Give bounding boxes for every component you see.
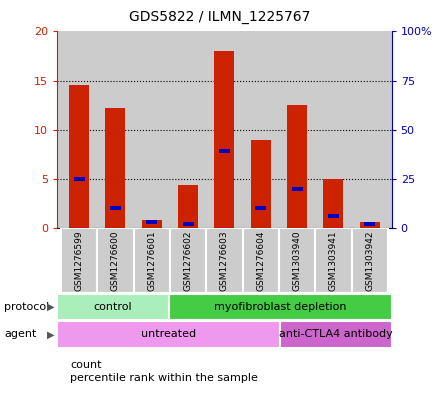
Bar (328, 214, 339, 218)
Bar (206, 228, 242, 293)
Bar (219, 149, 230, 153)
Bar (133, 228, 170, 293)
Text: ▶: ▶ (47, 302, 55, 312)
Bar (142, 220, 162, 228)
Bar (97, 228, 133, 293)
Bar (280, 321, 392, 348)
Bar (110, 206, 121, 210)
Text: ▶: ▶ (47, 329, 55, 340)
Bar (255, 206, 266, 210)
Bar (287, 105, 307, 228)
Bar (57, 321, 280, 348)
Bar (73, 177, 84, 181)
Text: GSM1276600: GSM1276600 (111, 230, 120, 291)
Text: anti-CTLA4 antibody: anti-CTLA4 antibody (279, 329, 393, 340)
Text: control: control (94, 302, 132, 312)
Bar (146, 220, 157, 224)
Text: agent: agent (4, 329, 37, 340)
Bar (105, 108, 125, 228)
Text: GSM1303940: GSM1303940 (293, 230, 301, 291)
Bar (183, 222, 194, 226)
Bar (178, 185, 198, 228)
Text: myofibroblast depletion: myofibroblast depletion (214, 302, 346, 312)
Text: count: count (70, 360, 102, 370)
Text: protocol: protocol (4, 302, 50, 312)
Bar (214, 51, 235, 228)
Bar (61, 228, 97, 293)
Bar (315, 228, 352, 293)
Text: GSM1303942: GSM1303942 (365, 230, 374, 290)
Text: GSM1276599: GSM1276599 (74, 230, 84, 291)
Bar (279, 228, 315, 293)
Bar (57, 294, 169, 320)
Text: GSM1276602: GSM1276602 (183, 230, 193, 290)
Text: untreated: untreated (141, 329, 196, 340)
Bar (69, 86, 89, 228)
Bar (169, 294, 392, 320)
Bar (251, 140, 271, 228)
Bar (242, 228, 279, 293)
Bar (170, 228, 206, 293)
Text: GSM1303941: GSM1303941 (329, 230, 338, 291)
Bar (352, 228, 388, 293)
Text: GSM1276601: GSM1276601 (147, 230, 156, 291)
Text: GSM1276604: GSM1276604 (256, 230, 265, 290)
Text: GDS5822 / ILMN_1225767: GDS5822 / ILMN_1225767 (129, 10, 311, 24)
Bar (323, 179, 344, 228)
Bar (364, 222, 375, 226)
Bar (360, 222, 380, 228)
Text: percentile rank within the sample: percentile rank within the sample (70, 373, 258, 383)
Bar (292, 187, 303, 191)
Text: GSM1276603: GSM1276603 (220, 230, 229, 291)
